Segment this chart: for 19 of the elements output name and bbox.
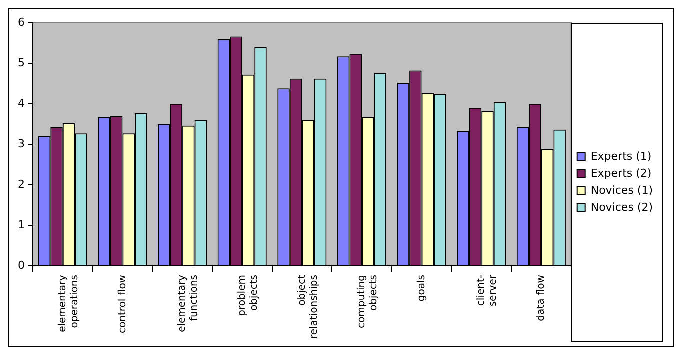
legend-label: Novices (2)	[590, 200, 654, 214]
x-tick-label: elementary operations	[58, 274, 80, 332]
x-tick-label: control flow	[117, 275, 128, 334]
x-tick-label: computing objects	[356, 275, 380, 328]
y-tick-label: 5	[18, 56, 25, 70]
x-tick-label: client-server	[476, 274, 500, 307]
x-tick-label: elementary functions	[177, 274, 200, 332]
x-tick-label: goals	[416, 275, 428, 302]
y-tick-label: 1	[18, 218, 25, 232]
y-tick-label: 2	[18, 178, 25, 191]
x-tick-label: data flow	[536, 275, 548, 322]
y-tick-label: 0	[18, 258, 25, 272]
x-tick-label: problem objects	[236, 275, 260, 316]
y-tick-label: 6	[18, 16, 25, 29]
y-tick-label: 3	[18, 137, 25, 150]
legend-label: Novices (1)	[590, 184, 654, 197]
y-tick-label: 4	[18, 96, 25, 110]
legend-label: Experts (1)	[590, 150, 652, 163]
legend-label: Experts (2)	[590, 166, 652, 180]
